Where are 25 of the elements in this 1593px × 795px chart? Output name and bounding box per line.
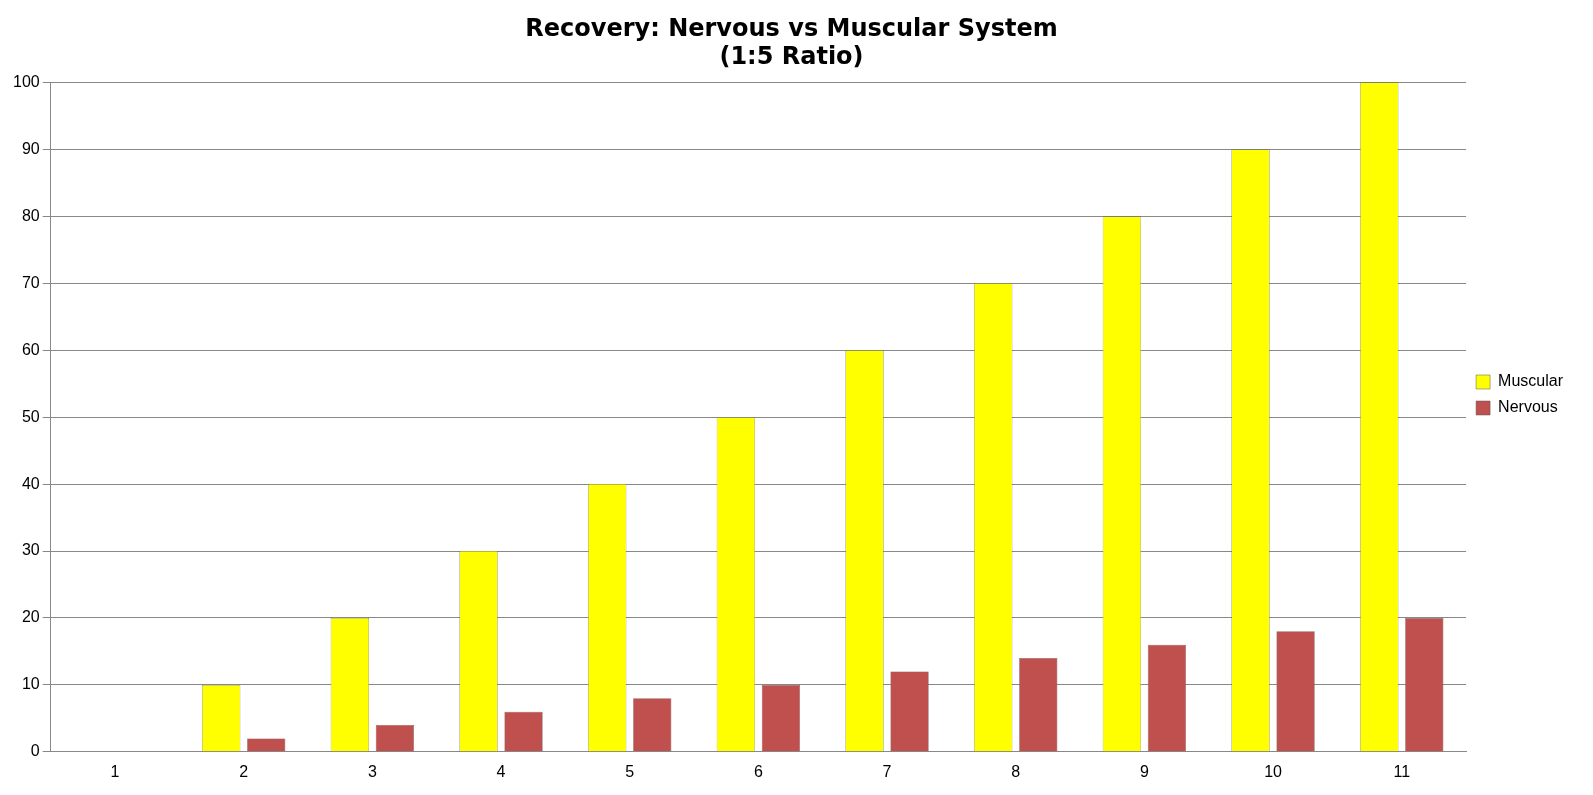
y-tick-label: 50 — [21, 407, 40, 425]
y-tick-label: 10 — [21, 675, 40, 693]
x-tick-label: 10 — [1264, 762, 1283, 780]
chart-title: Recovery: Nervous vs Muscular System (1:5 Ratio) — [525, 13, 1058, 71]
y-tick-label: 30 — [21, 541, 40, 559]
y-tick-label: 100 — [12, 73, 40, 91]
y-tick-label: 20 — [21, 608, 40, 626]
legend-label: Muscular — [1498, 372, 1564, 390]
y-tick-label: 80 — [21, 206, 40, 224]
x-tick-label: 1 — [110, 762, 120, 780]
x-tick-label: 3 — [367, 762, 377, 780]
x-tick-label: 2 — [239, 762, 249, 780]
x-tick-label: 4 — [496, 762, 506, 780]
x-tick-label: 9 — [1139, 762, 1149, 780]
x-tick-label: 5 — [625, 762, 635, 780]
y-tick-label: 60 — [21, 340, 40, 358]
y-tick-label: 0 — [30, 742, 40, 760]
x-tick-label: 11 — [1393, 762, 1411, 780]
y-tick-label: 70 — [21, 273, 40, 291]
legend-label: Nervous — [1498, 398, 1558, 416]
x-tick-label: 6 — [753, 762, 763, 780]
x-tick-label: 8 — [1011, 762, 1021, 780]
x-tick-label: 7 — [882, 762, 892, 780]
y-tick-label: 90 — [21, 139, 40, 157]
y-tick-label: 40 — [21, 474, 40, 492]
